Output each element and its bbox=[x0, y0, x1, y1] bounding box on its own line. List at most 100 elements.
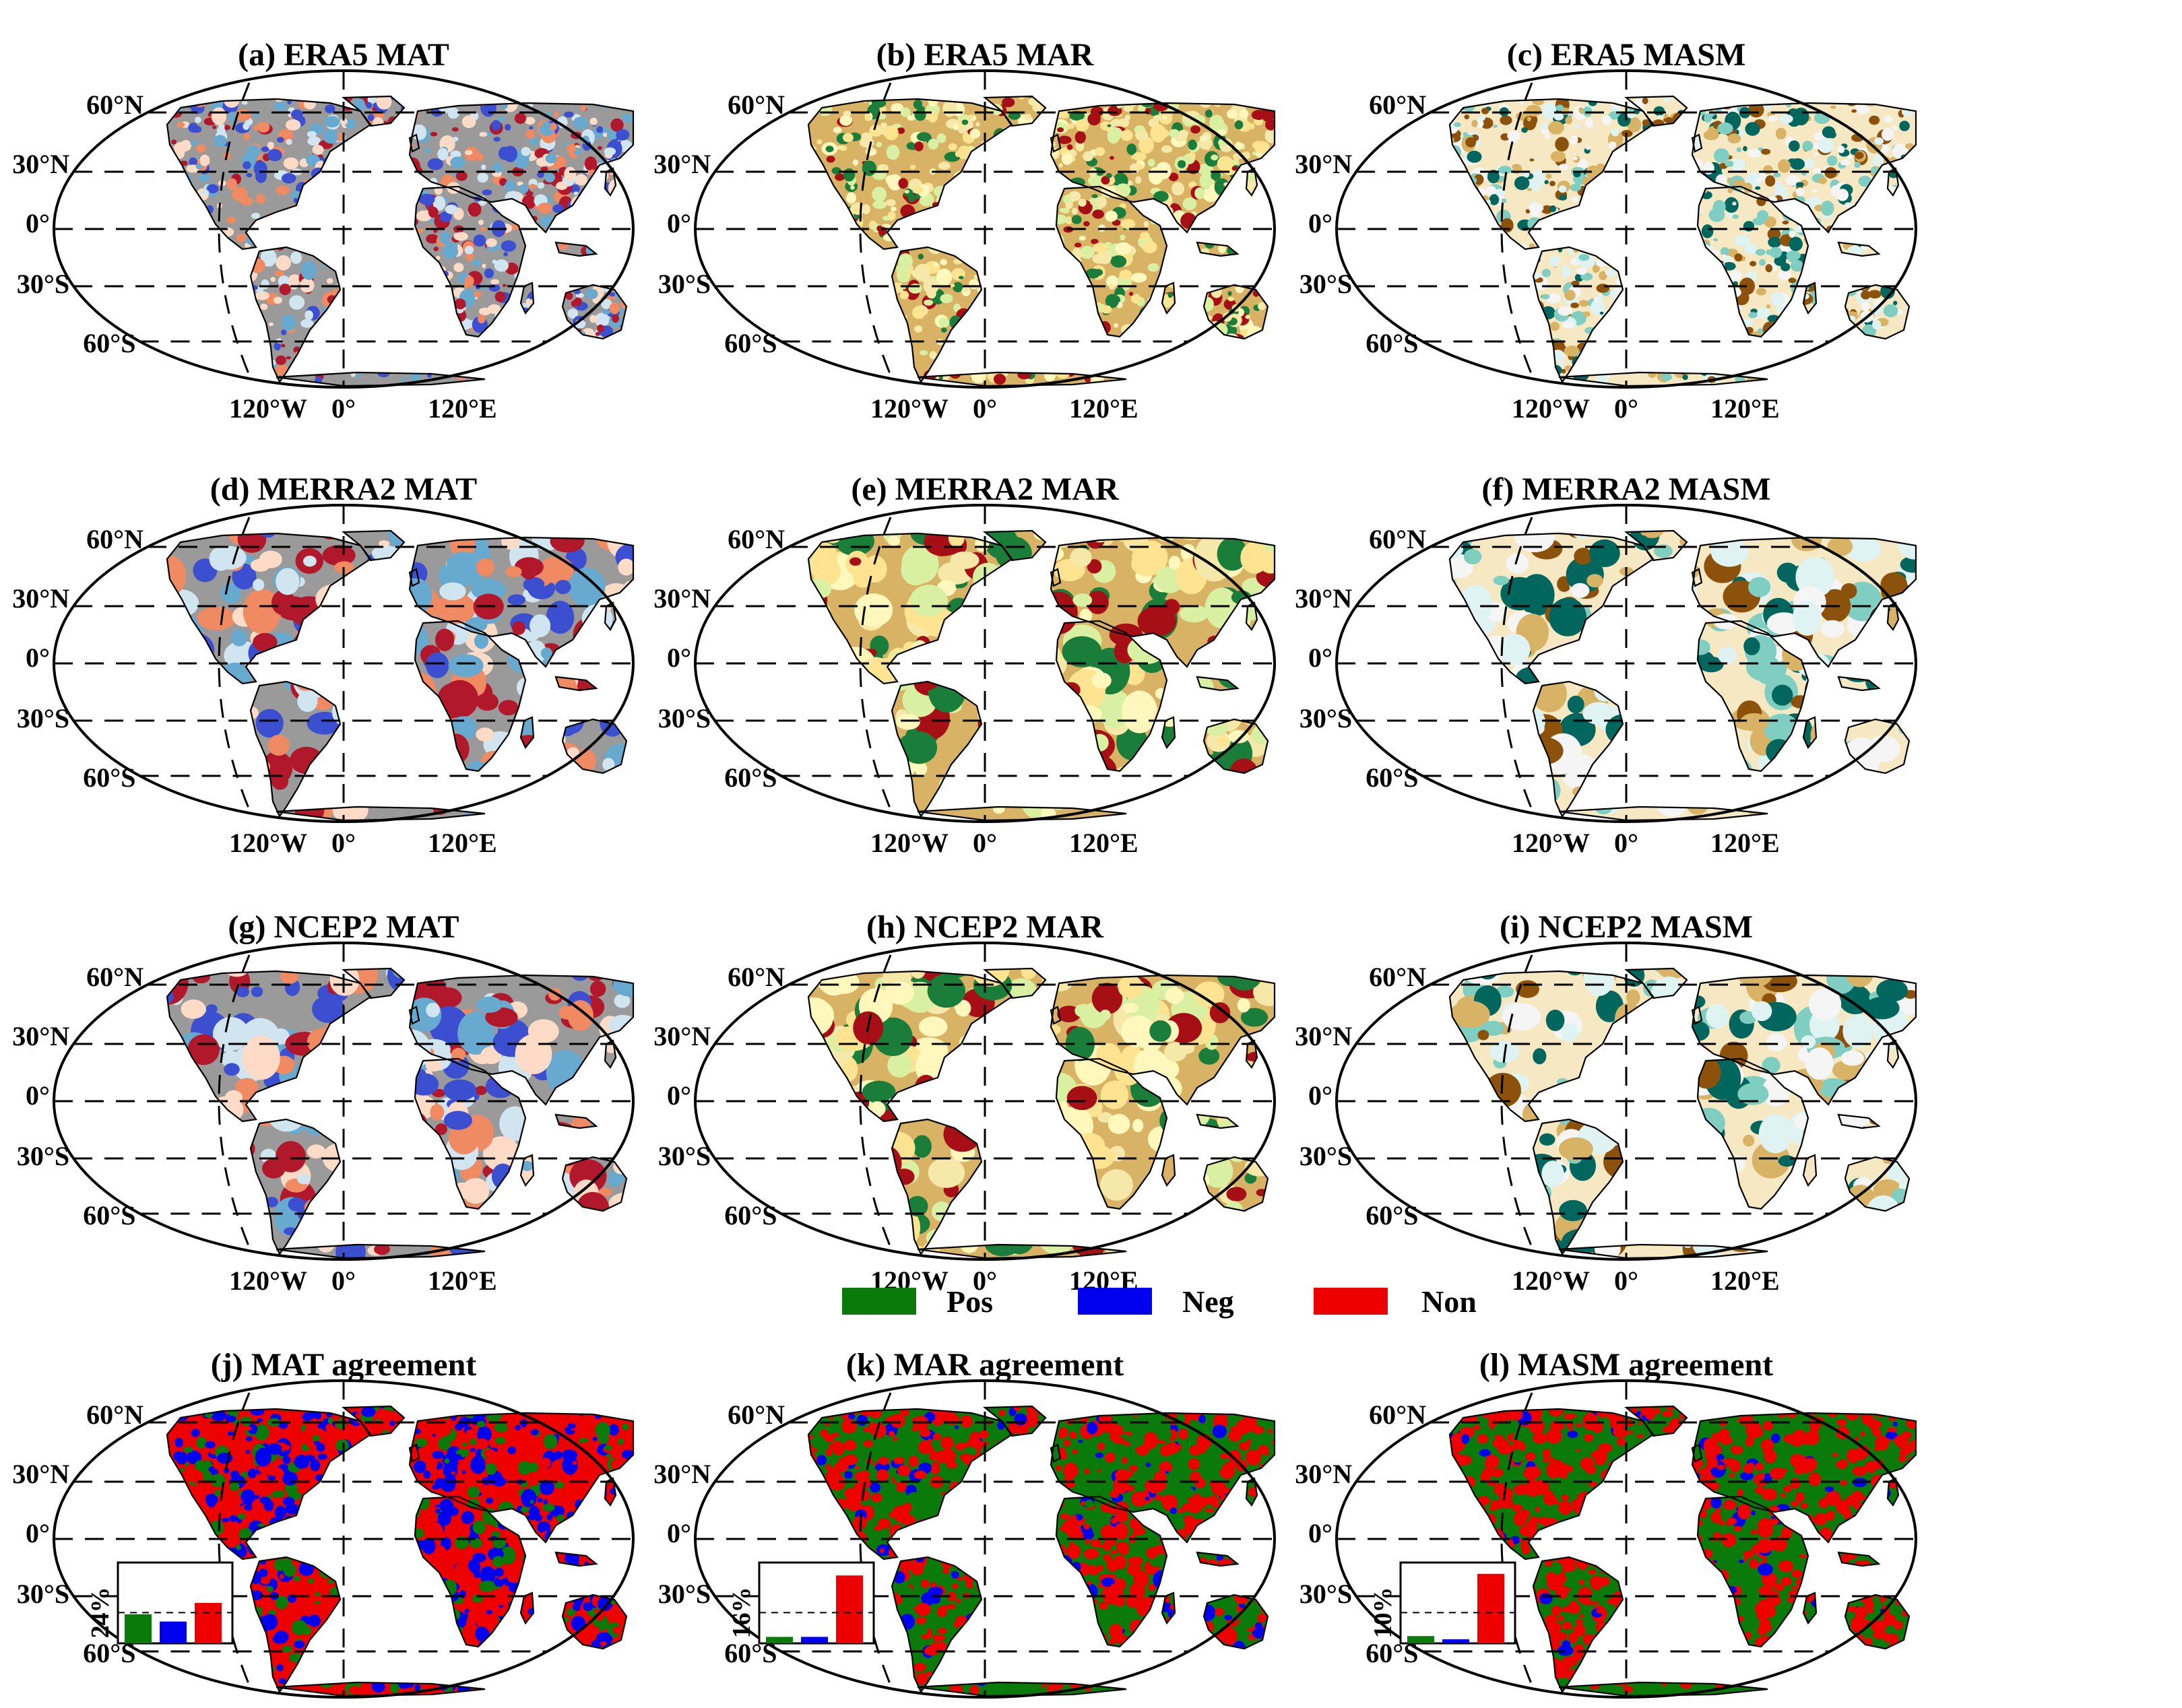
bar-neg bbox=[801, 1637, 828, 1643]
map-panel-a: (a) ERA5 MAT 60°N 30°N 0° 30°S 60°S 120°W 0° 120… bbox=[12, 37, 635, 424]
bar-non bbox=[836, 1575, 863, 1643]
lat-label: 30°S bbox=[17, 703, 69, 733]
lon-label: 120°W bbox=[1512, 393, 1590, 424]
lon-label: 120°E bbox=[1069, 1703, 1138, 1708]
lat-label: 60°S bbox=[83, 328, 135, 358]
map-panel-k: (k) MAR agreement60°N30°N0°30°S60°S120°W… bbox=[653, 1347, 1277, 1708]
lat-label: 60°N bbox=[1369, 90, 1426, 120]
lat-label: 60°N bbox=[86, 524, 143, 554]
lon-label: 120°W bbox=[1512, 1703, 1590, 1708]
graticule bbox=[1337, 505, 1916, 822]
map-panel-e: (e) MERRA2 MAR 60°N 30°N 0° 30°S 60°S 120°W 0° 1… bbox=[653, 471, 1277, 858]
lat-label: 30°S bbox=[658, 269, 711, 299]
legend-label: Non bbox=[1421, 1284, 1477, 1319]
map-panels: (a) ERA5 MAT 60°N 30°N 0° 30°S 60°S 120°W 0° 120… bbox=[12, 37, 1918, 1708]
lat-label: 30°S bbox=[1299, 269, 1352, 299]
map-frame bbox=[52, 504, 635, 823]
legend: Pos Neg Non bbox=[842, 1284, 1477, 1319]
lon-label: 120°W bbox=[229, 1266, 307, 1296]
lon-label: 120°W bbox=[870, 1703, 949, 1708]
graticule bbox=[54, 943, 633, 1259]
lat-label: 60°N bbox=[728, 962, 785, 992]
agreement-inset-bars: 16% bbox=[728, 1561, 875, 1645]
map-frame bbox=[1335, 942, 1918, 1261]
lat-label: 0° bbox=[26, 643, 50, 673]
lon-label: 120°W bbox=[870, 828, 949, 858]
lat-label: 60°S bbox=[724, 762, 777, 793]
lon-label: 120°W bbox=[870, 393, 949, 424]
panel-title: (l) MASM agreement bbox=[1479, 1347, 1773, 1383]
inset-percent-label: 24% bbox=[86, 1587, 115, 1638]
map-frame bbox=[1335, 1379, 1918, 1699]
map-panel-c: (c) ERA5 MASM 60°N 30°N 0° 30°S 60°S 120°W 0° 12… bbox=[1295, 37, 1918, 424]
lon-label: 120°E bbox=[428, 1266, 497, 1296]
graticule bbox=[695, 71, 1275, 387]
lon-label: 0° bbox=[973, 393, 997, 424]
lat-label: 0° bbox=[667, 1518, 691, 1548]
lon-label: 120°E bbox=[1069, 393, 1138, 424]
legend-swatch bbox=[1314, 1288, 1388, 1315]
legend-label: Pos bbox=[946, 1284, 993, 1319]
lon-label: 0° bbox=[331, 1703, 356, 1708]
lat-label: 0° bbox=[667, 208, 691, 238]
lat-label: 30°N bbox=[653, 149, 711, 179]
lon-label: 0° bbox=[331, 393, 356, 424]
lat-label: 30°S bbox=[658, 1579, 711, 1609]
lon-label: 120°E bbox=[1069, 828, 1138, 858]
bar-pos bbox=[1407, 1636, 1434, 1643]
coastlines bbox=[166, 95, 635, 387]
lat-label: 0° bbox=[1308, 1080, 1333, 1111]
lon-label: 120°W bbox=[1512, 828, 1590, 858]
graticule bbox=[695, 505, 1275, 822]
panel-title: (e) MERRA2 MAR bbox=[851, 471, 1120, 507]
lat-label: 30°S bbox=[658, 703, 711, 733]
coastlines bbox=[1448, 529, 1917, 822]
lat-label: 30°N bbox=[1295, 1021, 1352, 1051]
legend-label: Neg bbox=[1182, 1284, 1234, 1319]
map-panel-f: (f) MERRA2 MASM 60°N 30°N 0° 30°S 60°S 120°W 0°… bbox=[1295, 471, 1918, 858]
lat-label: 30°S bbox=[1299, 1579, 1352, 1609]
lat-label: 30°N bbox=[12, 149, 69, 179]
lon-label: 0° bbox=[973, 1703, 997, 1708]
panel-title: (h) NCEP2 MAR bbox=[866, 909, 1104, 945]
lat-label: 0° bbox=[1308, 208, 1333, 238]
inset-percent-label: 10% bbox=[1369, 1587, 1397, 1638]
map-frame bbox=[52, 942, 635, 1261]
map-frame bbox=[693, 942, 1277, 1261]
map-frame bbox=[693, 504, 1277, 823]
lat-label: 60°N bbox=[86, 90, 143, 120]
lat-label: 30°S bbox=[17, 269, 69, 299]
lon-label: 0° bbox=[973, 828, 997, 858]
lat-label: 60°S bbox=[1366, 328, 1418, 358]
coastlines bbox=[807, 95, 1276, 387]
lon-label: 0° bbox=[1614, 1266, 1638, 1296]
inset-percent-label: 16% bbox=[728, 1587, 756, 1638]
panel-title: (g) NCEP2 MAT bbox=[228, 909, 459, 945]
graticule bbox=[54, 1381, 633, 1697]
graticule bbox=[1337, 71, 1916, 387]
map-panel-l: (l) MASM agreement60°N30°N0°30°S60°S120°… bbox=[1295, 1347, 1918, 1708]
lat-label: 30°N bbox=[12, 583, 69, 614]
lon-label: 120°E bbox=[428, 828, 497, 858]
lon-label: 120°W bbox=[229, 1703, 307, 1708]
panel-title: (a) ERA5 MAT bbox=[238, 37, 449, 73]
lat-label: 30°N bbox=[12, 1021, 69, 1051]
lat-label: 30°S bbox=[17, 1579, 69, 1609]
lon-label: 0° bbox=[1614, 828, 1638, 858]
legend-swatch bbox=[1078, 1288, 1152, 1315]
lat-label: 0° bbox=[26, 1518, 50, 1548]
coastlines bbox=[807, 1405, 1276, 1697]
graticule bbox=[54, 505, 633, 822]
coastlines bbox=[807, 529, 1276, 822]
map-panel-i: (i) NCEP2 MASM 60°N 30°N 0° 30°S 60°S 120°W 0° 1… bbox=[1295, 909, 1918, 1296]
panel-title: (b) ERA5 MAR bbox=[876, 37, 1095, 73]
coastlines bbox=[1448, 95, 1917, 387]
map-panel-d: (d) MERRA2 MAT 60°N 30°N 0° 30°S 60°S 120°W 0° 1… bbox=[12, 471, 635, 858]
bar-pos bbox=[766, 1637, 793, 1643]
lat-label: 0° bbox=[26, 208, 50, 238]
panel-title: (c) ERA5 MASM bbox=[1507, 37, 1746, 73]
map-panel-b: (b) ERA5 MAR 60°N 30°N 0° 30°S 60°S 120°W 0° 120… bbox=[653, 37, 1277, 424]
bar-neg bbox=[160, 1621, 187, 1643]
